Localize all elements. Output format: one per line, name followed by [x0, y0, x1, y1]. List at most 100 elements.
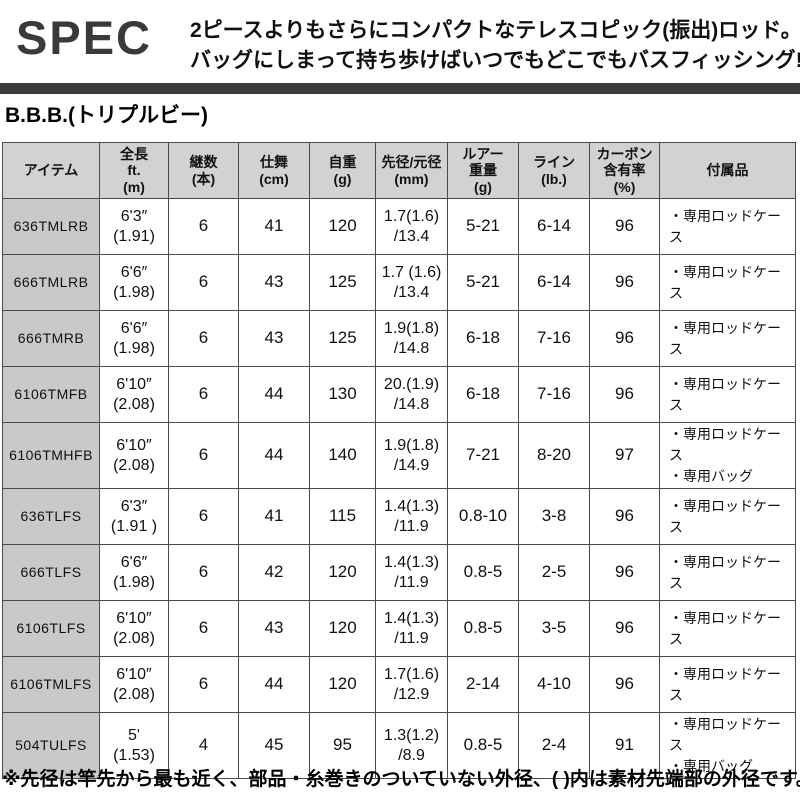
cell-carbon: 96: [589, 600, 660, 657]
cell-pieces: 6: [168, 366, 239, 423]
cell-weight: 120: [309, 198, 376, 255]
cell-closed_length: 41: [238, 488, 310, 545]
cell-accessories: ・専用ロッドケース: [659, 366, 796, 423]
cell-accessories: ・専用ロッドケース: [659, 656, 796, 713]
cell-accessories: ・専用ロッドケース: [659, 544, 796, 601]
cell-lure_weight: 2-14: [447, 656, 519, 713]
column-header-accessories: 付属品: [659, 142, 796, 199]
table-row: 666TLFS 6'6″ (1.98) 6 42 120 1.4(1.3) /11.9 0.…: [2, 544, 796, 601]
cell-length: 6'6″ (1.98): [99, 544, 169, 601]
cell-closed_length: 44: [238, 422, 310, 489]
cell-pieces: 6: [168, 600, 239, 657]
cell-accessories: ・専用ロッドケース ・専用バッグ: [659, 712, 796, 779]
cell-lure_weight: 0.8-5: [447, 544, 519, 601]
cell-length: 6'6″ (1.98): [99, 254, 169, 311]
column-header-closed_length: 仕舞 (cm): [238, 142, 310, 199]
cell-item: 666TLFS: [2, 544, 100, 601]
cell-item: 636TLFS: [2, 488, 100, 545]
cell-line: 3-5: [518, 600, 590, 657]
spec-table-body: 636TMLRB 6'3″ (1.91) 6 41 120 1.7(1.6) /13.4 5…: [2, 198, 796, 779]
cell-closed_length: 42: [238, 544, 310, 601]
cell-diameter: 1.3(1.2) /8.9: [375, 712, 448, 779]
cell-accessories: ・専用ロッドケース: [659, 198, 796, 255]
cell-lure_weight: 7-21: [447, 422, 519, 489]
cell-lure_weight: 5-21: [447, 254, 519, 311]
table-row: 6106TLFS 6'10″ (2.08) 6 43 120 1.4(1.3) /11.9…: [2, 600, 796, 657]
cell-weight: 115: [309, 488, 376, 545]
cell-accessories: ・専用ロッドケース ・専用バッグ: [659, 422, 796, 489]
cell-line: 7-16: [518, 366, 590, 423]
cell-carbon: 96: [589, 254, 660, 311]
column-header-lure_weight: ルアー 重量 (g): [447, 142, 519, 199]
cell-closed_length: 43: [238, 254, 310, 311]
cell-diameter: 1.7(1.6) /13.4: [375, 198, 448, 255]
cell-diameter: 1.9(1.8) /14.9: [375, 422, 448, 489]
cell-weight: 125: [309, 254, 376, 311]
cell-lure_weight: 6-18: [447, 310, 519, 367]
cell-carbon: 96: [589, 310, 660, 367]
cell-item: 6106TMFB: [2, 366, 100, 423]
cell-item: 6106TMHFB: [2, 422, 100, 489]
cell-diameter: 20.(1.9) /14.8: [375, 366, 448, 423]
cell-line: 3-8: [518, 488, 590, 545]
table-row: 636TMLRB 6'3″ (1.91) 6 41 120 1.7(1.6) /13.4 5…: [2, 198, 796, 255]
column-header-length: 全長 ft. (m): [99, 142, 169, 199]
cell-lure_weight: 5-21: [447, 198, 519, 255]
spec-description-line2: バッグにしまって持ち歩けばいつでもどこでもバスフィッシング!: [190, 49, 800, 73]
spec-description: 2ピースよりもさらにコンパクトなテレスコピック(振出)ロッド。 バッグにしまって…: [190, 16, 800, 77]
cell-accessories: ・専用ロッドケース: [659, 310, 796, 367]
cell-accessories: ・専用ロッドケース: [659, 600, 796, 657]
cell-pieces: 6: [168, 544, 239, 601]
cell-item: 666TMLRB: [2, 254, 100, 311]
cell-lure_weight: 6-18: [447, 366, 519, 423]
cell-pieces: 6: [168, 198, 239, 255]
column-header-diameter: 先径/元径 (mm): [375, 142, 448, 199]
cell-closed_length: 41: [238, 198, 310, 255]
cell-pieces: 4: [168, 712, 239, 779]
cell-line: 6-14: [518, 254, 590, 311]
spec-table-container: アイテム 全長 ft. (m) 継数 (本) 仕舞 (cm) 自重 (g) 先径/元径 (…: [2, 142, 796, 779]
cell-item: 636TMLRB: [2, 198, 100, 255]
cell-diameter: 1.4(1.3) /11.9: [375, 600, 448, 657]
cell-carbon: 96: [589, 544, 660, 601]
cell-item: 666TMRB: [2, 310, 100, 367]
table-row: 6106TMHFB 6'10″ (2.08) 6 44 140 1.9(1.8) /14.…: [2, 422, 796, 489]
cell-line: 2-5: [518, 544, 590, 601]
cell-pieces: 6: [168, 488, 239, 545]
cell-length: 6'6″ (1.98): [99, 310, 169, 367]
cell-line: 2-4: [518, 712, 590, 779]
column-header-item: アイテム: [2, 142, 100, 199]
cell-line: 8-20: [518, 422, 590, 489]
cell-length: 6'10″ (2.08): [99, 366, 169, 423]
cell-lure_weight: 0.8-10: [447, 488, 519, 545]
cell-pieces: 6: [168, 422, 239, 489]
cell-weight: 125: [309, 310, 376, 367]
cell-diameter: 1.9(1.8) /14.8: [375, 310, 448, 367]
spec-description-line1: 2ピースよりもさらにコンパクトなテレスコピック(振出)ロッド。: [190, 19, 800, 42]
cell-line: 7-16: [518, 310, 590, 367]
cell-length: 6'10″ (2.08): [99, 600, 169, 657]
footnote: ※先径は竿先から最も近く、部品・糸巻きのついていない外径、( )内は素材先端部の…: [2, 769, 800, 790]
cell-line: 4-10: [518, 656, 590, 713]
cell-diameter: 1.7 (1.6) /13.4: [375, 254, 448, 311]
section-title: B.B.B.(トリプルビー): [5, 104, 208, 127]
cell-carbon: 96: [589, 198, 660, 255]
table-row: 666TMLRB 6'6″ (1.98) 6 43 125 1.7 (1.6) /13.4…: [2, 254, 796, 311]
cell-accessories: ・専用ロッドケース: [659, 254, 796, 311]
cell-weight: 140: [309, 422, 376, 489]
cell-closed_length: 43: [238, 310, 310, 367]
cell-length: 6'3″ (1.91): [99, 198, 169, 255]
cell-accessories: ・専用ロッドケース: [659, 488, 796, 545]
table-row: 636TLFS 6'3″ (1.91 ) 6 41 115 1.4(1.3) /11.9 0…: [2, 488, 796, 545]
cell-length: 6'10″ (2.08): [99, 656, 169, 713]
spec-table: アイテム 全長 ft. (m) 継数 (本) 仕舞 (cm) 自重 (g) 先径/元径 (…: [2, 142, 796, 779]
cell-lure_weight: 0.8-5: [447, 600, 519, 657]
cell-weight: 120: [309, 600, 376, 657]
cell-length: 6'10″ (2.08): [99, 422, 169, 489]
spec-title: SPEC: [16, 11, 152, 64]
cell-pieces: 6: [168, 254, 239, 311]
table-row: 504TULFS 5' (1.53) 4 45 95 1.3(1.2) /8.9 0.8-5…: [2, 712, 796, 779]
cell-item: 6106TLFS: [2, 600, 100, 657]
cell-weight: 120: [309, 656, 376, 713]
